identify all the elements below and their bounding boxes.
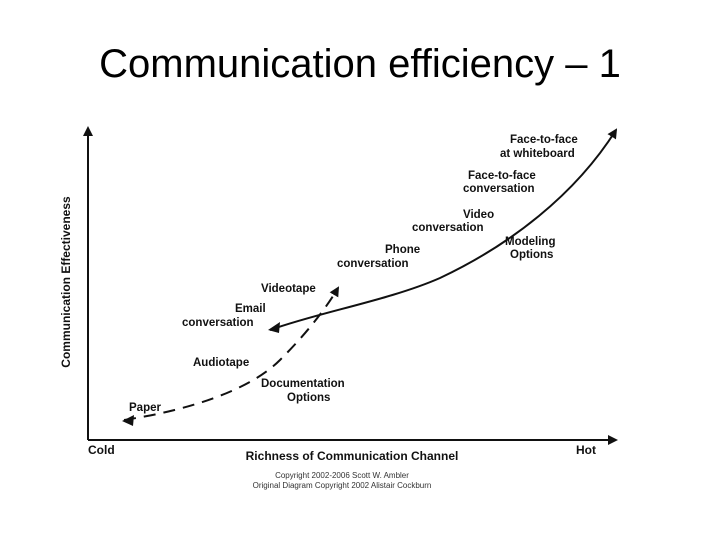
email-arrow-icon — [268, 322, 280, 333]
label-modeling-options-1: Modeling — [505, 236, 555, 248]
label-paper: Paper — [129, 402, 161, 414]
label-phone-conversation-1: Phone — [385, 244, 420, 256]
label-face-to-face-conversation-2: conversation — [463, 183, 535, 195]
copyright-line-1: Copyright 2002-2006 Scott W. Ambler — [275, 471, 409, 480]
x-axis-label: Richness of Communication Channel — [246, 449, 459, 463]
slide-title: Communication efficiency – 1 — [99, 42, 621, 86]
y-axis-label: Communication Effectiveness — [59, 196, 73, 368]
label-video-conversation-1: Video — [463, 209, 494, 221]
label-face-to-face-whiteboard-2: at whiteboard — [500, 148, 575, 160]
label-face-to-face-whiteboard-1: Face-to-face — [510, 134, 578, 146]
documentation-curve — [123, 286, 340, 421]
label-documentation-options-1: Documentation — [261, 378, 345, 390]
label-email-conversation-2: conversation — [182, 317, 254, 329]
x-axis-max-label: Hot — [576, 443, 596, 457]
x-axis-min-label: Cold — [88, 443, 115, 457]
label-modeling-options-2: Options — [510, 249, 553, 261]
label-video-conversation-2: conversation — [412, 222, 484, 234]
label-videotape: Videotape — [261, 283, 316, 295]
interactive-communication-curve — [269, 128, 618, 331]
label-email-conversation-1: Email — [235, 303, 266, 315]
label-face-to-face-conversation-1: Face-to-face — [468, 170, 536, 182]
paper-arrow-icon — [122, 415, 134, 426]
copyright-line-2: Original Diagram Copyright 2002 Alistair… — [253, 481, 432, 490]
label-documentation-options-2: Options — [287, 392, 330, 404]
label-phone-conversation-2: conversation — [337, 258, 409, 270]
label-audiotape: Audiotape — [193, 357, 249, 369]
